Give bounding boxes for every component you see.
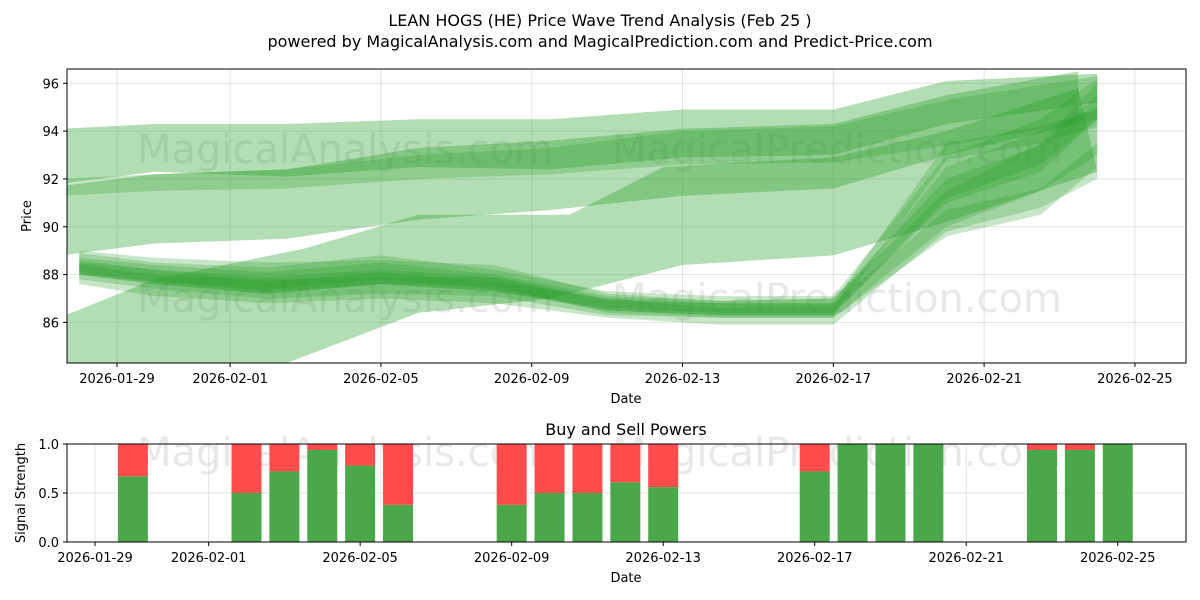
buy-sell-x-tick-label: 2026-02-01 (171, 551, 247, 566)
price-wave-band-upper-trend-band (67, 71, 1079, 255)
price-x-tick-label: 2026-02-13 (645, 372, 721, 387)
buy-sell-x-tick-label: 2026-02-09 (474, 551, 550, 566)
price-y-tick-label: 90 (42, 221, 59, 236)
price-axes-frame (66, 68, 1187, 364)
price-x-axis-label: Date (610, 392, 641, 407)
buy-bar (837, 444, 868, 542)
buy-bar (269, 471, 300, 542)
buy-bar (572, 493, 603, 542)
buy-sell-x-axis-label: Date (610, 571, 641, 586)
sell-bar (117, 444, 148, 477)
price-y-tick-label: 94 (42, 125, 59, 140)
price-watermark: MagicalPrediction.com (612, 127, 1062, 173)
sell-bar (572, 444, 603, 493)
buy-sell-x-tick-label: 2026-02-17 (777, 551, 853, 566)
buy-sell-y-tick-label: 0.5 (38, 487, 59, 502)
sell-bar (610, 444, 641, 483)
buy-sell-x-tick-label: 2026-02-05 (322, 551, 398, 566)
sell-bar (496, 444, 527, 505)
price-wave-band-mid-upper-band (67, 76, 1098, 196)
buy-bar (117, 476, 148, 542)
sell-bar (269, 444, 300, 472)
price-wave-band-wide-upper-band (67, 73, 1098, 183)
buy-sell-x-tick-label: 2026-02-25 (1080, 551, 1156, 566)
buy-bar (383, 504, 414, 542)
buy-sell-watermark: MagicalPrediction.com (612, 430, 1062, 476)
buy-bar (1064, 449, 1095, 542)
price-y-axis-label: Price (20, 200, 35, 232)
buy-bar (1027, 449, 1057, 542)
price-y-tick-label: 92 (42, 173, 59, 188)
buy-sell-watermark: MagicalAnalysis.com (137, 430, 553, 476)
price-watermark: MagicalPrediction.com (612, 276, 1062, 322)
price-watermark: MagicalAnalysis.com (137, 127, 553, 173)
buy-bar (231, 493, 262, 542)
buy-sell-bars (117, 444, 1133, 542)
buy-bar (307, 449, 338, 542)
price-x-tick-label: 2026-02-09 (494, 372, 570, 387)
buy-bar (345, 465, 376, 542)
buy-sell-x-tick-label: 2026-01-29 (57, 551, 133, 566)
price-x-tick-label: 2026-02-01 (192, 372, 268, 387)
chart-title: LEAN HOGS (HE) Price Wave Trend Analysis… (388, 11, 811, 30)
buy-sell-x-ticks: 2026-01-29 2026-02-01 2026-02-05 2026-02-09… (57, 542, 1156, 566)
chart-subtitle: powered by MagicalAnalysis.com and Magic… (267, 32, 932, 51)
buy-bar (534, 493, 565, 542)
buy-bar (496, 504, 527, 542)
price-wave-chart: MagicalAnalysis.com MagicalPrediction.com… (20, 68, 1187, 407)
buy-sell-y-ticks: 0.0 0.5 1.0 (38, 438, 67, 551)
price-watermarks: MagicalAnalysis.com MagicalPrediction.com… (137, 127, 1062, 322)
buy-bar (1102, 444, 1133, 542)
buy-bar (610, 482, 641, 542)
sell-bar (383, 444, 414, 505)
buy-sell-chart: Buy and Sell Powers MagicalAnalysis.com M… (14, 420, 1187, 586)
price-y-tick-label: 96 (42, 77, 59, 92)
price-grid (67, 69, 1186, 363)
buy-bar (648, 487, 679, 542)
buy-sell-y-tick-label: 0.0 (38, 536, 59, 551)
buy-sell-x-tick-label: 2026-02-21 (928, 551, 1004, 566)
price-y-tick-label: 86 (42, 316, 59, 331)
sell-bar (345, 444, 376, 466)
price-x-tick-label: 2026-02-25 (1097, 372, 1173, 387)
sell-bar (799, 444, 830, 472)
price-y-tick-label: 88 (42, 269, 59, 284)
price-x-tick-label: 2026-01-29 (79, 372, 155, 387)
price-bands (67, 71, 1098, 363)
buy-bar (875, 444, 906, 542)
sell-bar (534, 444, 565, 493)
price-x-tick-label: 2026-02-17 (796, 372, 872, 387)
buy-bar (799, 471, 830, 542)
buy-sell-y-axis-label: Signal Strength (14, 443, 29, 543)
buy-bar (913, 444, 944, 542)
sell-bar (1027, 444, 1057, 450)
buy-sell-y-tick-label: 1.0 (38, 438, 59, 453)
sell-bar (648, 444, 679, 488)
buy-sell-watermarks: MagicalAnalysis.com MagicalPrediction.com (137, 430, 1062, 476)
price-y-ticks: 86 88 90 92 94 96 (42, 77, 67, 331)
price-watermark: MagicalAnalysis.com (137, 276, 553, 322)
price-x-tick-label: 2026-02-05 (343, 372, 419, 387)
buy-sell-x-tick-label: 2026-02-13 (625, 551, 701, 566)
sell-bar (1064, 444, 1095, 450)
sell-bar (307, 444, 338, 450)
buy-sell-title: Buy and Sell Powers (545, 420, 707, 439)
price-wave-band-wide-lower-band (67, 88, 1098, 363)
sell-bar (231, 444, 262, 493)
price-x-ticks: 2026-01-29 2026-02-01 2026-02-05 2026-02-09… (79, 363, 1173, 387)
price-x-tick-label: 2026-02-21 (946, 372, 1022, 387)
